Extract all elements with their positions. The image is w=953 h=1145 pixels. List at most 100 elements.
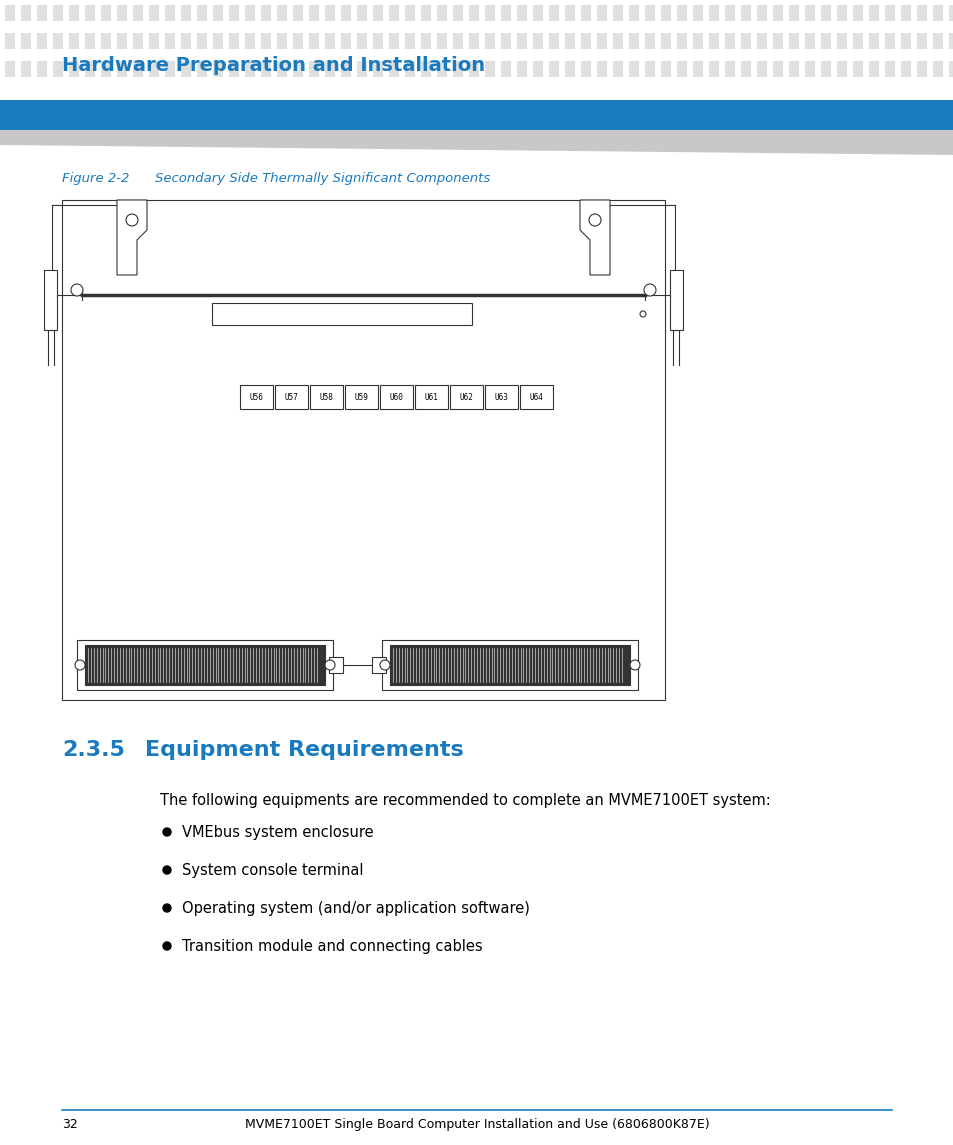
Bar bbox=[340, 5, 351, 21]
Bar bbox=[740, 33, 750, 49]
Bar bbox=[517, 61, 526, 77]
Bar bbox=[548, 5, 558, 21]
Bar bbox=[85, 61, 95, 77]
Polygon shape bbox=[669, 270, 682, 330]
Text: Hardware Preparation and Installation: Hardware Preparation and Installation bbox=[62, 55, 485, 74]
Text: VMEbus system enclosure: VMEbus system enclosure bbox=[182, 826, 374, 840]
Bar bbox=[293, 33, 303, 49]
Bar bbox=[821, 33, 830, 49]
Bar bbox=[484, 61, 495, 77]
Bar bbox=[597, 61, 606, 77]
Bar bbox=[420, 33, 431, 49]
Bar bbox=[356, 61, 367, 77]
Bar bbox=[293, 5, 303, 21]
Bar bbox=[884, 61, 894, 77]
Bar bbox=[772, 33, 782, 49]
Bar bbox=[757, 5, 766, 21]
Bar bbox=[900, 33, 910, 49]
Circle shape bbox=[379, 660, 390, 670]
Bar bbox=[564, 33, 575, 49]
Bar bbox=[517, 5, 526, 21]
Bar bbox=[213, 33, 223, 49]
Bar bbox=[644, 33, 655, 49]
Bar bbox=[85, 645, 325, 685]
Bar bbox=[821, 5, 830, 21]
Bar bbox=[613, 61, 622, 77]
Bar bbox=[37, 61, 47, 77]
Bar bbox=[372, 657, 386, 673]
Bar bbox=[415, 385, 448, 409]
Bar bbox=[165, 61, 174, 77]
Text: Secondary Side Thermally Significant Components: Secondary Side Thermally Significant Com… bbox=[154, 172, 490, 184]
Circle shape bbox=[629, 660, 639, 670]
Bar bbox=[868, 33, 878, 49]
Bar bbox=[390, 645, 629, 685]
Bar bbox=[450, 385, 482, 409]
Bar bbox=[101, 5, 111, 21]
Bar bbox=[453, 5, 462, 21]
Bar bbox=[117, 5, 127, 21]
Bar bbox=[533, 61, 542, 77]
Circle shape bbox=[75, 660, 85, 670]
Bar bbox=[420, 5, 431, 21]
Bar bbox=[340, 33, 351, 49]
Polygon shape bbox=[117, 200, 147, 275]
Bar bbox=[788, 61, 799, 77]
Circle shape bbox=[71, 284, 83, 297]
Bar bbox=[329, 657, 343, 673]
Bar bbox=[21, 33, 30, 49]
Text: MVME7100ET Single Board Computer Installation and Use (6806800K87E): MVME7100ET Single Board Computer Install… bbox=[244, 1118, 709, 1131]
Bar bbox=[85, 33, 95, 49]
Bar bbox=[692, 5, 702, 21]
Bar bbox=[628, 5, 639, 21]
Bar bbox=[533, 33, 542, 49]
Bar bbox=[692, 61, 702, 77]
Bar bbox=[519, 385, 553, 409]
Bar bbox=[757, 61, 766, 77]
Bar bbox=[868, 5, 878, 21]
Bar bbox=[948, 61, 953, 77]
Bar bbox=[916, 61, 926, 77]
Bar bbox=[453, 33, 462, 49]
Text: U64: U64 bbox=[529, 393, 543, 402]
Bar bbox=[310, 385, 343, 409]
Bar bbox=[276, 5, 287, 21]
Bar bbox=[469, 5, 478, 21]
Bar bbox=[628, 33, 639, 49]
Bar bbox=[692, 33, 702, 49]
Bar bbox=[660, 33, 670, 49]
Bar bbox=[196, 33, 207, 49]
Polygon shape bbox=[44, 270, 57, 330]
Bar bbox=[309, 33, 318, 49]
Bar bbox=[229, 61, 239, 77]
Bar bbox=[212, 303, 472, 325]
Text: Figure 2-2: Figure 2-2 bbox=[62, 172, 130, 184]
Bar bbox=[261, 5, 271, 21]
Bar bbox=[613, 33, 622, 49]
Bar bbox=[69, 33, 79, 49]
Text: U59: U59 bbox=[355, 393, 368, 402]
Bar bbox=[245, 5, 254, 21]
Circle shape bbox=[325, 660, 335, 670]
Bar bbox=[245, 61, 254, 77]
Bar bbox=[261, 61, 271, 77]
Text: U58: U58 bbox=[319, 393, 334, 402]
Bar bbox=[500, 5, 511, 21]
Bar bbox=[868, 61, 878, 77]
Bar bbox=[181, 5, 191, 21]
Bar bbox=[677, 33, 686, 49]
Text: U63: U63 bbox=[494, 393, 508, 402]
Bar bbox=[724, 33, 734, 49]
Bar bbox=[564, 5, 575, 21]
Text: Transition module and connecting cables: Transition module and connecting cables bbox=[182, 939, 482, 954]
Bar bbox=[69, 5, 79, 21]
Bar bbox=[37, 33, 47, 49]
Bar bbox=[852, 61, 862, 77]
Bar bbox=[772, 61, 782, 77]
Bar bbox=[21, 61, 30, 77]
Circle shape bbox=[126, 214, 138, 226]
Bar bbox=[213, 61, 223, 77]
Bar bbox=[373, 5, 382, 21]
Bar bbox=[53, 33, 63, 49]
Bar bbox=[548, 61, 558, 77]
